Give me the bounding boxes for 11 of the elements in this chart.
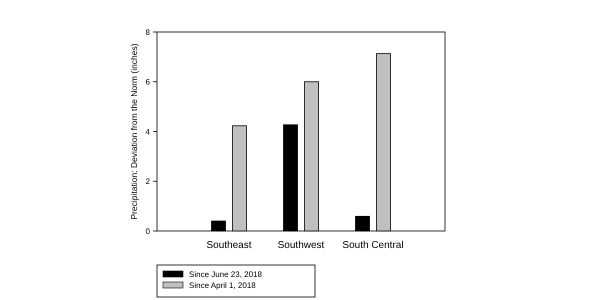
- x-tick-label: Southwest: [278, 240, 325, 251]
- y-tick-label: 2: [146, 177, 151, 186]
- x-tick-label: South Central: [342, 240, 404, 251]
- legend-label: Since April 1, 2018: [189, 281, 256, 290]
- y-tick-label: 6: [146, 78, 151, 87]
- y-tick-label: 8: [146, 28, 151, 37]
- x-tick-label: Southeast: [206, 240, 252, 251]
- y-tick-label: 4: [146, 127, 151, 136]
- y-tick-label: 0: [146, 226, 151, 236]
- legend-label: Since June 23, 2018: [189, 270, 262, 279]
- y-axis-title: Precipitation: Deviation from the Norm (inches): [129, 43, 139, 220]
